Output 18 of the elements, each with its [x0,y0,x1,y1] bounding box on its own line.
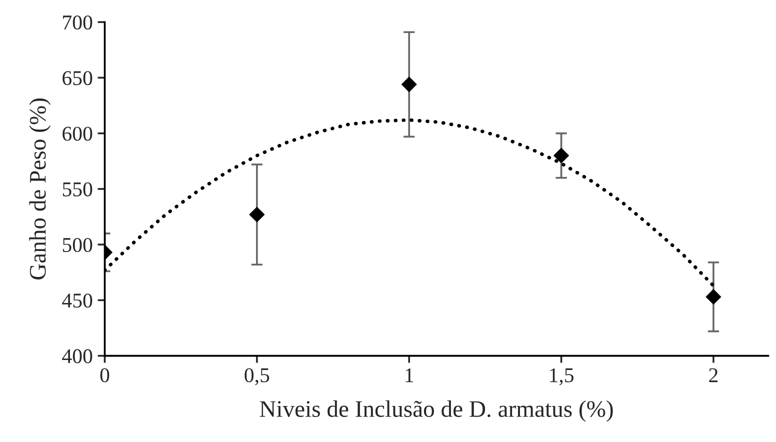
y-tick-label: 400 [62,349,92,364]
x-tick-label: 0 [100,368,110,382]
x-tick-label: 1 [406,368,414,382]
point [554,148,569,164]
point [706,289,722,305]
y-axis-title: Ganho de Peso (%) [29,98,51,280]
x-axis-title: Niveis de Inclusão de D. armatus (%) [260,400,613,422]
y-tick-label: 700 [63,15,92,30]
y-tick-label: 600 [62,126,92,141]
y-tick-label: 500 [62,238,92,252]
y-tick-label: 650 [62,71,92,86]
y-tick-label: 450 [62,294,92,308]
x-tick-label: 2 [709,368,718,382]
x-tick-label: 1,5 [550,368,574,386]
y-tick-label: 550 [62,182,92,196]
point [249,206,265,222]
x-tick-label: 0,5 [244,368,270,386]
point [401,76,417,92]
